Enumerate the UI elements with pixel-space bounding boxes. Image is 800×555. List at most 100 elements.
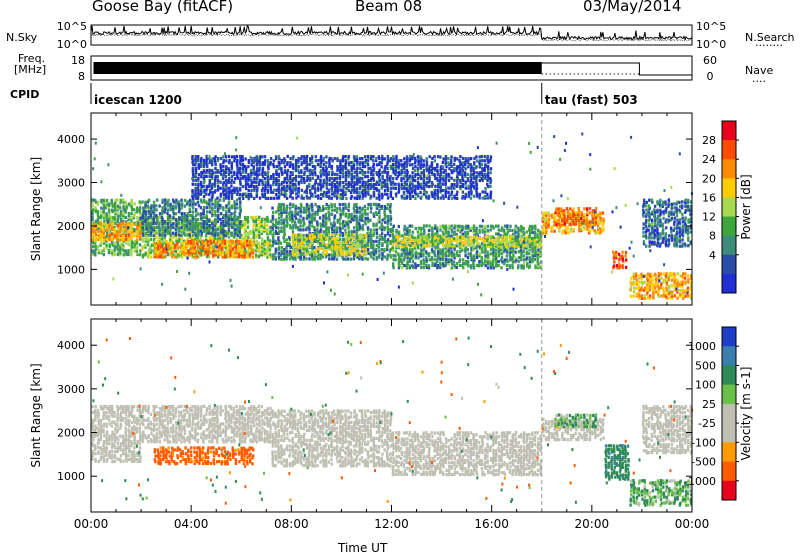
heatmap-cell [361,253,363,256]
heatmap-cell [336,226,338,229]
heatmap-cell [417,264,419,267]
heatmap-cell [348,203,350,206]
heatmap-cell [648,229,650,232]
heatmap-cell [157,240,159,243]
heatmap-cell [252,216,254,219]
heatmap-cell [378,250,380,253]
heatmap-cell [479,252,481,255]
heatmap-cell [122,228,124,231]
heatmap-cell [356,235,358,238]
heatmap-cell [684,216,686,219]
heatmap-cell [302,217,304,220]
heatmap-cell [673,235,675,238]
heatmap-cell [589,211,591,214]
heatmap-cell [467,225,469,228]
heatmap-cell [305,257,307,260]
heatmap-cell [339,213,341,216]
heatmap-cell [336,210,338,213]
heatmap-cell [682,220,684,223]
heatmap-cell [456,244,458,247]
heatmap-cell [655,290,657,293]
heatmap-cell [122,236,124,239]
heatmap-cell [278,220,280,223]
heatmap-cell [640,286,642,289]
heatmap-cell [311,213,313,216]
heatmap-cell [635,287,637,290]
heatmap-cell [299,224,301,227]
heatmap-cell [252,256,254,259]
heatmap-cell [147,205,149,208]
heatmap-cell [660,294,662,297]
heatmap-cell [529,225,531,228]
heatmap-cell [328,237,330,240]
heatmap-cell [589,207,591,210]
heatmap-cell [223,214,225,217]
heatmap-cell [305,237,307,240]
heatmap-cell [253,181,255,184]
heatmap-cell [314,211,316,214]
heatmap-cell [643,222,645,225]
heatmap-cell [269,253,271,256]
heatmap-cell [392,243,394,246]
heatmap-cell [465,235,467,238]
heatmap-cell [514,245,516,248]
heatmap-cell [225,155,227,158]
heatmap-cell [203,220,205,223]
heatmap-cell [244,228,246,231]
heatmap-cell [447,237,449,240]
heatmap-cell [370,251,372,254]
heatmap-cell [247,173,249,176]
heatmap-cell [311,225,313,228]
heatmap-cell [372,223,374,226]
heatmap-cell [470,239,472,242]
heatmap-cell [440,237,442,240]
heatmap-cell [151,244,153,247]
heatmap-cell [456,235,458,238]
heatmap-cell [258,216,260,219]
heatmap-cell [154,242,156,245]
heatmap-cell [130,216,132,219]
heatmap-cell [651,199,653,202]
heatmap-cell [411,248,413,251]
heatmap-cell [337,233,339,236]
noise-tick-left-high: 10^5 [57,20,87,33]
heatmap-cell [207,253,209,256]
heatmap-cell [117,224,119,227]
heatmap-cell [602,212,604,215]
heatmap-cell [662,217,664,220]
heatmap-cell [159,233,161,236]
noise-tick-right-low: 10^0 [696,38,726,51]
heatmap-cell [236,198,238,201]
heatmap-cell [397,235,399,238]
heatmap-cell [486,239,488,242]
heatmap-cell [439,262,441,265]
heatmap-cell [195,187,197,190]
heatmap-cell [236,224,238,227]
heatmap-cell [275,169,277,172]
heatmap-cell [219,181,221,184]
heatmap-cell [390,203,392,206]
heatmap-cell [269,230,271,233]
heatmap-cell [94,230,96,233]
heatmap-cell [517,227,519,230]
heatmap-cell [375,203,377,206]
heatmap-cell [481,256,483,259]
heatmap-cell [120,210,122,213]
heatmap-cell [267,159,269,162]
heatmap-cell [612,251,614,254]
heatmap-cell [486,250,488,253]
heatmap-cell [412,231,414,234]
heatmap-cell [595,221,597,224]
heatmap-cell [351,230,353,233]
heatmap-cell [495,237,497,240]
heatmap-cell [92,208,94,211]
heatmap-cell [219,218,221,221]
heatmap-cell [679,218,681,221]
heatmap-cell [200,222,202,225]
heatmap-cell [125,249,127,252]
heatmap-cell [215,240,217,243]
heatmap-cell [212,191,214,194]
heatmap-cell [114,242,116,245]
heatmap-cell [111,232,113,235]
heatmap-cell [558,219,560,222]
